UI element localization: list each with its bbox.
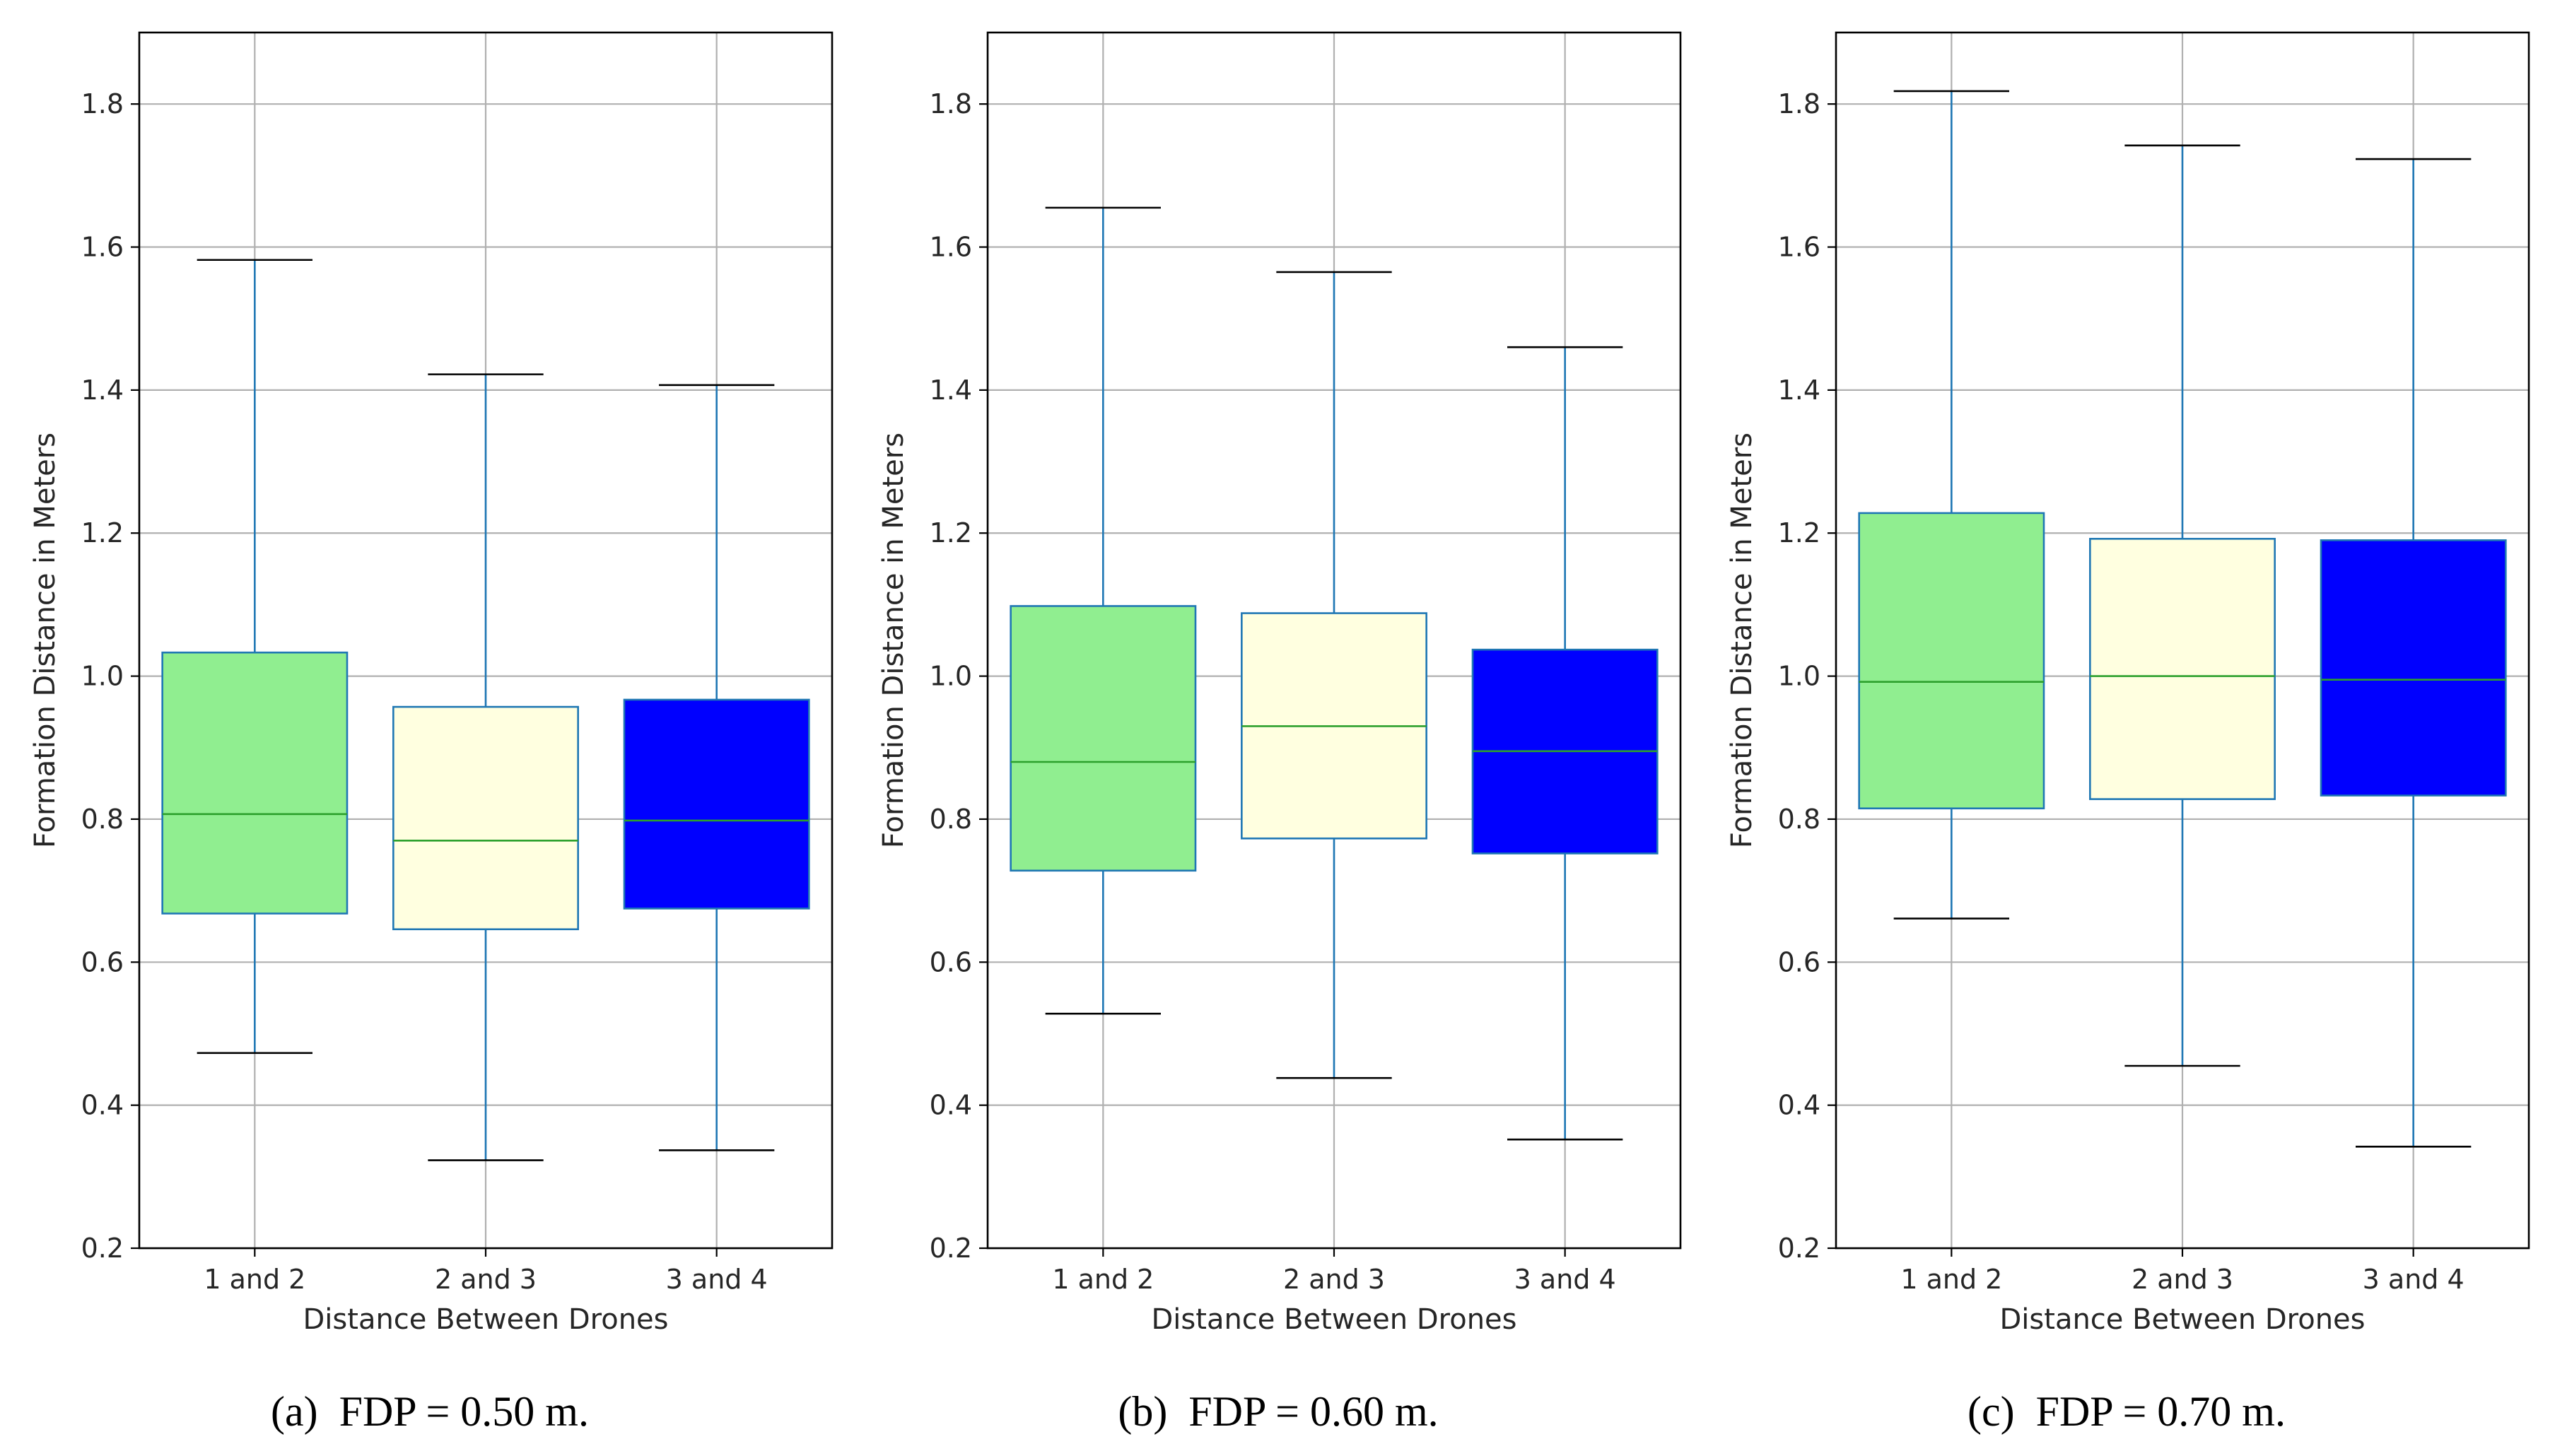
y-axis-title: Formation Distance in Meters <box>29 433 62 848</box>
panel-caption: (b) FDP = 0.60 m. <box>1118 1388 1438 1435</box>
box-3 <box>623 384 810 1151</box>
box-body <box>1010 605 1197 872</box>
box-2 <box>2089 144 2276 1067</box>
y-tick-label: 1.6 <box>1778 232 1820 263</box>
y-tick-label: 1.6 <box>930 232 972 263</box>
box-3 <box>2320 158 2507 1148</box>
y-tick-label: 0.6 <box>81 946 124 977</box>
y-axis-title: Formation Distance in Meters <box>1726 433 1758 848</box>
y-tick-label: 0.4 <box>930 1090 972 1121</box>
y-tick-label: 1.0 <box>81 661 124 692</box>
y-tick-label: 0.2 <box>1778 1233 1820 1264</box>
y-tick-label: 0.4 <box>1778 1090 1820 1121</box>
x-tick-label: 3 and 4 <box>666 1264 768 1295</box>
x-tick-label: 2 and 3 <box>1283 1264 1385 1295</box>
box-2 <box>392 373 579 1161</box>
chart-panel-2: 0.2 0.4 0.6 0.8 1.0 1.2 1.4 1.6 1.8 1 and 2 2 and … <box>877 31 1682 1435</box>
chart-panel-1: 0.2 0.4 0.6 0.8 1.0 1.2 1.4 1.6 1.8 1 and 2 2 and … <box>29 31 834 1435</box>
box-body <box>1858 512 2045 810</box>
box-1 <box>1858 90 2045 920</box>
y-tick-label: 1.0 <box>1778 661 1820 692</box>
y-tick-label: 1.2 <box>930 517 972 548</box>
box-body <box>161 651 349 915</box>
y-tick-label: 1.8 <box>81 88 124 119</box>
box-1 <box>1010 206 1197 1015</box>
y-tick-label: 1.2 <box>1778 517 1820 548</box>
y-tick-label: 0.2 <box>81 1233 124 1264</box>
y-tick-label: 1.2 <box>81 517 124 548</box>
box-2 <box>1241 271 1427 1079</box>
box-3 <box>1471 346 1659 1141</box>
y-tick-label: 1.8 <box>930 88 972 119</box>
panel-caption: (c) FDP = 0.70 m. <box>1968 1388 2286 1435</box>
y-tick-label: 0.8 <box>1778 804 1820 835</box>
y-tick-label: 1.4 <box>81 375 124 406</box>
x-tick-label: 2 and 3 <box>435 1264 537 1295</box>
box-body <box>623 698 810 910</box>
y-axis-title: Formation Distance in Meters <box>877 433 910 848</box>
x-tick-label: 3 and 4 <box>1514 1264 1616 1295</box>
box-1 <box>161 259 349 1055</box>
y-tick-label: 1.8 <box>1778 88 1820 119</box>
y-tick-label: 1.4 <box>930 375 972 406</box>
box-body <box>2320 539 2507 797</box>
chart-panel-3: 0.2 0.4 0.6 0.8 1.0 1.2 1.4 1.6 1.8 1 and 2 2 and … <box>1726 31 2530 1435</box>
x-axis-title: Distance Between Drones <box>2000 1303 2366 1336</box>
x-tick-label: 1 and 2 <box>1052 1264 1154 1295</box>
y-tick-label: 0.6 <box>1778 946 1820 977</box>
box-body <box>2089 538 2276 800</box>
x-tick-label: 3 and 4 <box>2363 1264 2465 1295</box>
x-tick-label: 2 and 3 <box>2132 1264 2233 1295</box>
y-tick-label: 0.2 <box>930 1233 972 1264</box>
y-tick-label: 0.4 <box>81 1090 124 1121</box>
y-tick-label: 1.0 <box>930 661 972 692</box>
x-tick-label: 1 and 2 <box>204 1264 305 1295</box>
x-axis-title: Distance Between Drones <box>1152 1303 1517 1336</box>
x-axis-title: Distance Between Drones <box>303 1303 669 1336</box>
y-tick-label: 1.6 <box>81 232 124 263</box>
panels: 0.2 0.4 0.6 0.8 1.0 1.2 1.4 1.6 1.8 1 and 2 2 and … <box>29 31 2530 1435</box>
y-tick-label: 0.6 <box>930 946 972 977</box>
x-tick-label: 1 and 2 <box>1900 1264 2002 1295</box>
panel-caption: (a) FDP = 0.50 m. <box>271 1388 589 1435</box>
y-tick-label: 0.8 <box>81 804 124 835</box>
y-tick-label: 0.8 <box>930 804 972 835</box>
box-body <box>392 705 579 931</box>
y-tick-label: 1.4 <box>1778 375 1820 406</box>
